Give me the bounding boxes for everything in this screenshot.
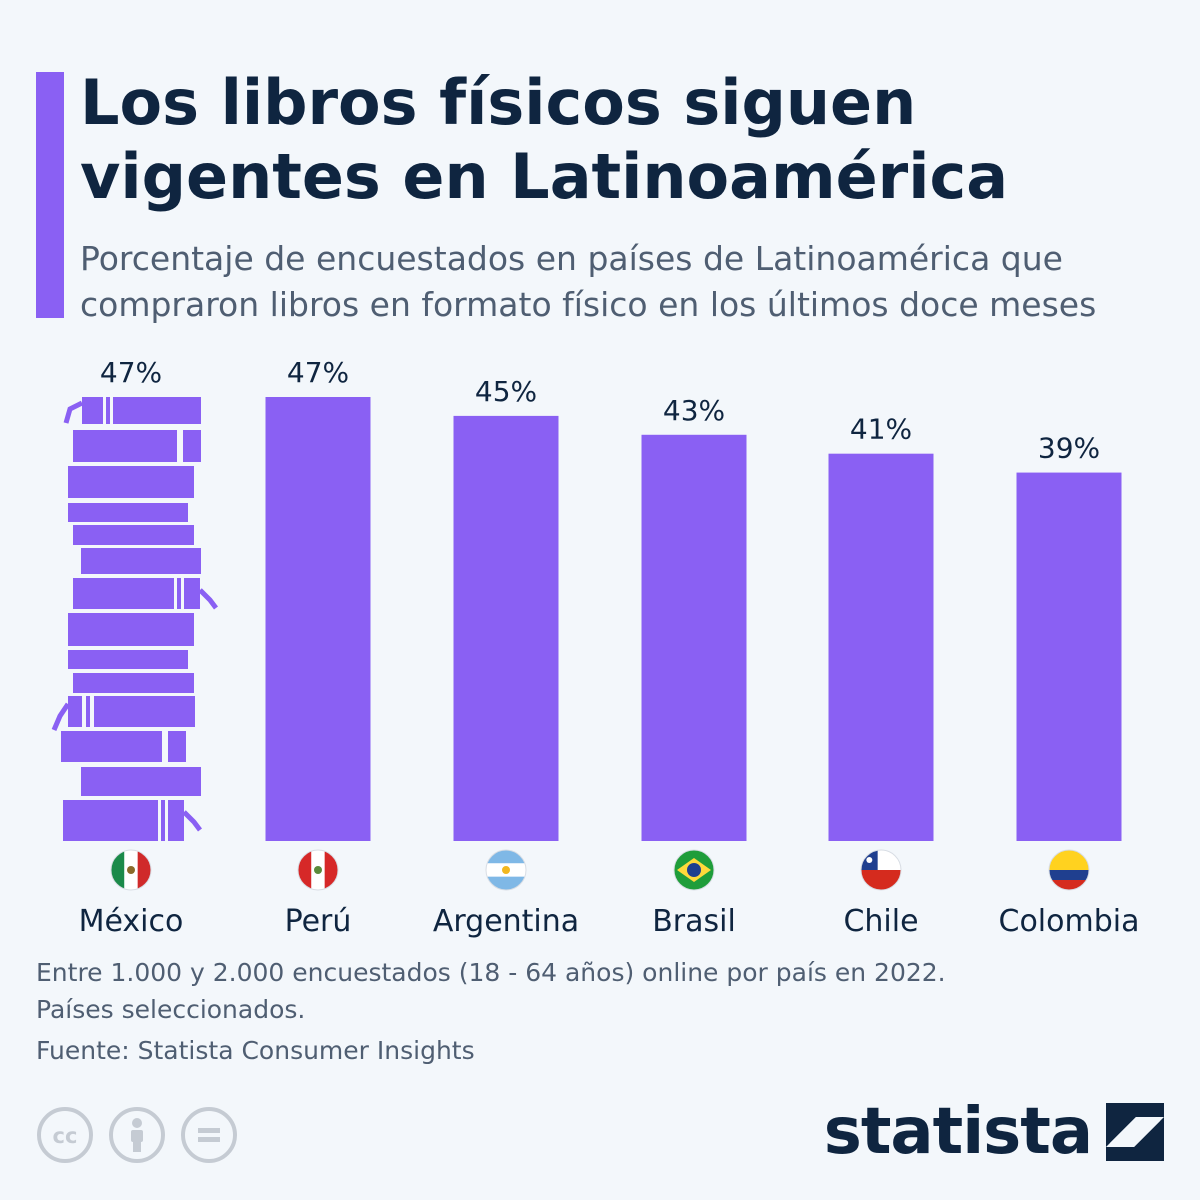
chart-subtitle: Porcentaje de encuestados en países de L… [80, 239, 1097, 324]
value-label-chile: 41% [850, 413, 912, 446]
chart-notes: Entre 1.000 y 2.000 encuestados (18 - 64… [36, 954, 1136, 1028]
cc-icon[interactable]: cc [36, 1106, 94, 1164]
value-label-colombia: 39% [1038, 432, 1100, 465]
chart-source: Fuente: Statista Consumer Insights [36, 1036, 475, 1065]
notes-line-1: Entre 1.000 y 2.000 encuestados (18 - 64… [36, 958, 946, 987]
notes-line-2: Países seleccionados. [36, 995, 306, 1024]
category-label-colombia: Colombia [999, 904, 1140, 939]
value-label-mexico: 47% [100, 356, 162, 389]
bar-colombia [1016, 472, 1122, 841]
brand-name: statista [823, 1095, 1093, 1169]
bar-chart: 47% México 47% Perú 45% Argentina 43% Brasil 41%… [51, 356, 1140, 939]
title-accent-bar [36, 72, 64, 318]
no-derivatives-icon[interactable] [180, 1106, 238, 1164]
mexico-flag-icon [110, 849, 152, 891]
value-label-brasil: 43% [663, 394, 725, 427]
peru-flag-icon [297, 849, 339, 891]
chart-title: Los libros físicos siguen vigentes en La… [80, 66, 1009, 213]
bar-mexico [51, 397, 218, 841]
bar-argentina [453, 415, 559, 841]
category-label-argentina: Argentina [433, 904, 579, 939]
value-label-peru: 47% [287, 356, 349, 389]
bar-peru [265, 397, 371, 841]
brazil-flag-icon [673, 849, 715, 891]
argentina-flag-icon [485, 849, 527, 891]
statista-logo-icon [1106, 1103, 1164, 1161]
svg-text:cc: cc [53, 1124, 78, 1148]
category-label-mexico: México [79, 904, 184, 939]
chile-flag-icon [860, 849, 902, 891]
category-label-peru: Perú [285, 904, 352, 939]
bar-chile [828, 453, 934, 841]
colombia-flag-icon [1048, 849, 1090, 891]
attribution-icon[interactable] [108, 1106, 166, 1164]
category-label-brasil: Brasil [652, 904, 736, 939]
value-label-argentina: 45% [475, 375, 537, 408]
bar-brasil [641, 434, 747, 841]
statista-logo[interactable]: statista [823, 1095, 1164, 1169]
category-label-chile: Chile [843, 904, 918, 939]
